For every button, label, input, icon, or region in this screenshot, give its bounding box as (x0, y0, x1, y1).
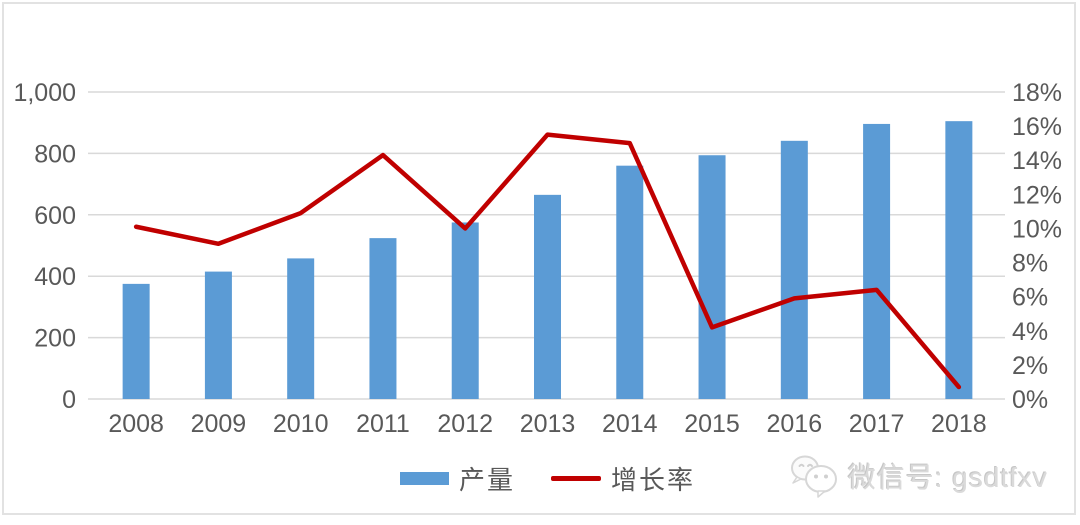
x-axis-label: 2011 (356, 410, 410, 438)
right-axis-tick-label: 14% (1012, 147, 1062, 175)
legend-item-production: 产量 (399, 460, 515, 497)
production-bar (287, 258, 315, 399)
left-axis-tick-label: 0 (62, 386, 76, 414)
bar-series-swatch (399, 471, 449, 485)
right-axis-tick-label: 6% (1012, 284, 1048, 312)
left-axis-tick-label: 1,000 (13, 79, 76, 107)
line-series-label: 增长率 (611, 464, 696, 495)
x-axis-label: 2012 (437, 410, 493, 438)
production-bar (945, 121, 973, 399)
production-bar (698, 155, 726, 399)
watermark-text: 微信号: gsdtfxv (847, 462, 1048, 493)
legend-item-growth-rate: 增长率 (551, 460, 695, 497)
wechat-icon (790, 455, 837, 498)
right-axis-tick-label: 4% (1012, 318, 1048, 346)
x-axis-label: 2008 (108, 410, 164, 438)
right-axis-tick-label: 0% (1012, 386, 1048, 414)
production-bar (863, 123, 891, 399)
x-axis-label: 2014 (602, 410, 658, 438)
production-bar (122, 283, 150, 399)
bar-series-label: 产量 (458, 464, 515, 495)
production-bar (451, 222, 479, 399)
production-bar (534, 194, 561, 399)
right-axis-tick-label: 12% (1012, 181, 1062, 209)
right-axis-tick-label: 10% (1012, 215, 1062, 243)
x-axis-label: 2010 (273, 410, 329, 438)
x-axis-label: 2009 (191, 410, 247, 438)
right-axis-tick-label: 8% (1012, 250, 1048, 278)
left-axis-tick-label: 800 (34, 140, 76, 168)
wechat-watermark: 微信号: gsdtfxv (788, 453, 1048, 499)
x-axis-label: 2013 (520, 410, 576, 438)
line-series-swatch (551, 475, 601, 481)
chart-legend: 产量 增长率 (95, 458, 1000, 498)
right-axis-tick-label: 2% (1012, 352, 1048, 380)
left-axis-tick-label: 200 (34, 325, 76, 353)
right-axis-tick-label: 16% (1012, 113, 1062, 141)
production-bar (780, 140, 808, 400)
x-axis-label: 2017 (849, 410, 905, 438)
left-axis-tick-label: 600 (34, 202, 76, 230)
left-axis-tick-label: 400 (34, 263, 76, 291)
growth-rate-line (133, 132, 962, 390)
production-bar (616, 165, 644, 399)
x-axis-label: 2015 (684, 410, 740, 438)
production-bar (204, 271, 232, 399)
x-axis-label: 2016 (767, 410, 823, 438)
right-axis-tick-label: 18% (1012, 79, 1062, 107)
x-axis-label: 2018 (931, 410, 987, 438)
production-bar (369, 238, 397, 399)
